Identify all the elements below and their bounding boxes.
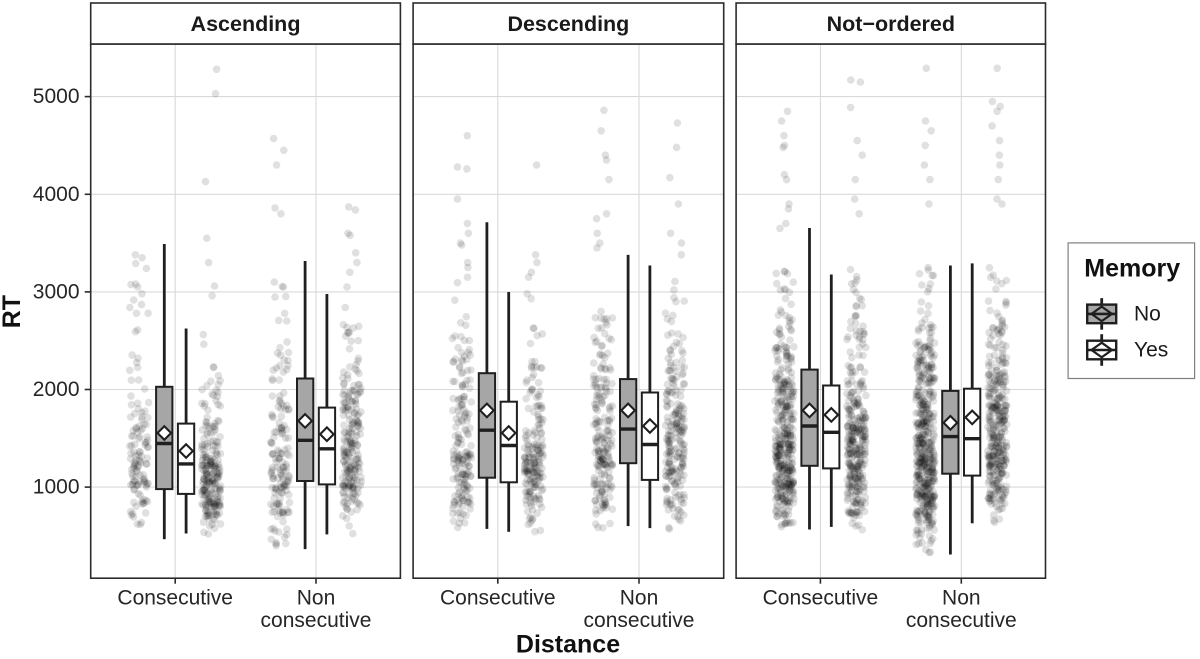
svg-text:Descending: Descending xyxy=(507,12,629,36)
svg-text:1000: 1000 xyxy=(33,476,80,499)
svg-text:Non: Non xyxy=(620,586,659,609)
svg-text:4000: 4000 xyxy=(33,183,80,206)
svg-text:2000: 2000 xyxy=(33,378,80,401)
svg-text:Not−ordered: Not−ordered xyxy=(827,12,955,36)
svg-text:consecutive: consecutive xyxy=(906,609,1017,632)
svg-text:RT: RT xyxy=(0,295,26,328)
svg-text:Non: Non xyxy=(942,586,981,609)
svg-text:5000: 5000 xyxy=(33,85,80,108)
svg-text:3000: 3000 xyxy=(33,280,80,303)
svg-text:consecutive: consecutive xyxy=(261,609,372,632)
svg-text:Ascending: Ascending xyxy=(191,12,301,36)
svg-text:No: No xyxy=(1134,302,1161,325)
svg-text:Distance: Distance xyxy=(516,631,620,659)
svg-text:Consecutive: Consecutive xyxy=(117,586,233,609)
svg-text:Non: Non xyxy=(297,586,336,609)
svg-text:Consecutive: Consecutive xyxy=(763,586,879,609)
svg-text:consecutive: consecutive xyxy=(584,609,695,632)
svg-text:Memory: Memory xyxy=(1084,255,1180,283)
svg-text:Consecutive: Consecutive xyxy=(440,586,556,609)
svg-text:Yes: Yes xyxy=(1134,339,1168,362)
